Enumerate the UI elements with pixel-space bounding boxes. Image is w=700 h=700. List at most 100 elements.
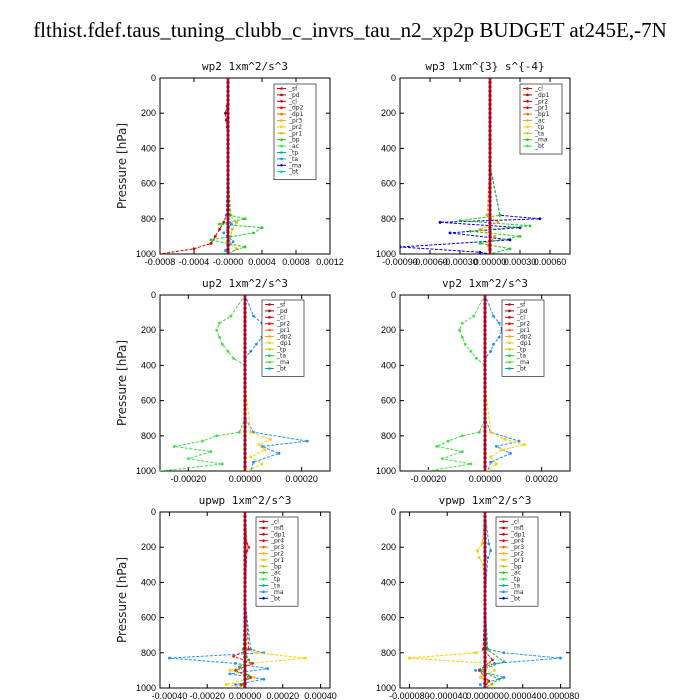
legend-marker bbox=[280, 164, 283, 167]
series-point bbox=[478, 676, 482, 679]
zero-profile-marker bbox=[483, 624, 487, 629]
zero-profile-marker bbox=[243, 451, 247, 455]
legend-label: _dp1 bbox=[288, 111, 304, 118]
zero-profile-marker bbox=[488, 111, 492, 115]
x-tick-label: 0.00020 bbox=[525, 474, 558, 484]
zero-profile-marker bbox=[243, 624, 247, 629]
series-point bbox=[489, 430, 493, 434]
legend-label: _mfl bbox=[510, 525, 524, 532]
legend: _sf_pd_cl_pr2_pr1_dp2_dp1_tp_ta_ma_bt bbox=[261, 299, 305, 377]
legend-marker bbox=[508, 367, 511, 370]
zero-profile-marker bbox=[243, 558, 247, 563]
zero-profile-marker bbox=[483, 324, 487, 328]
series-point bbox=[247, 545, 251, 549]
legend-label: _sf bbox=[276, 302, 286, 309]
legend-label: _tp bbox=[534, 124, 544, 131]
legend: _cl_mfl_dp1_pr4_pr3_pr2_pr1_bp_ac_tp_ta_… bbox=[495, 516, 539, 607]
series-point bbox=[518, 235, 522, 238]
zero-profile-marker bbox=[226, 116, 230, 120]
series-point bbox=[234, 669, 237, 672]
zero-profile-marker bbox=[243, 580, 247, 585]
legend-marker bbox=[502, 590, 505, 594]
legend-marker bbox=[508, 341, 511, 345]
zero-profile-marker bbox=[483, 589, 487, 593]
legend-label: _cl bbox=[534, 86, 543, 93]
zero-profile-marker bbox=[226, 199, 230, 203]
series-point bbox=[502, 676, 506, 679]
zero-profile-marker bbox=[243, 390, 247, 394]
zero-profile-marker bbox=[483, 642, 487, 646]
chart-title: wp3 1xm^{3} s^{-4} bbox=[425, 60, 544, 73]
series-point bbox=[247, 647, 251, 651]
legend-label: _bp bbox=[288, 137, 300, 144]
zero-profile-marker bbox=[483, 519, 487, 523]
legend-marker bbox=[508, 335, 511, 338]
series-point bbox=[304, 656, 307, 660]
zero-profile-marker bbox=[243, 425, 247, 429]
x-tick-label: 0.00060 bbox=[534, 257, 567, 267]
zero-profile-marker bbox=[243, 399, 247, 403]
zero-profile-marker bbox=[483, 297, 487, 301]
legend-label: _bt bbox=[270, 595, 281, 602]
legend-marker bbox=[508, 328, 511, 332]
legend-marker bbox=[508, 360, 511, 364]
series-point bbox=[249, 676, 253, 679]
series-point bbox=[438, 220, 442, 224]
legend-marker bbox=[268, 316, 271, 319]
zero-profile-marker bbox=[483, 646, 487, 651]
legend-marker bbox=[280, 93, 283, 97]
series-point bbox=[492, 342, 495, 346]
legend-label: _bt bbox=[510, 595, 521, 602]
series-point bbox=[458, 328, 461, 332]
series-point bbox=[498, 213, 502, 217]
series-line-dp2 bbox=[160, 295, 246, 471]
series-point bbox=[478, 250, 482, 254]
series-point bbox=[489, 455, 493, 459]
zero-profile-marker bbox=[488, 151, 492, 155]
series-point bbox=[222, 231, 226, 235]
legend-marker bbox=[502, 577, 505, 581]
series-point bbox=[477, 556, 481, 560]
zero-profile-marker bbox=[226, 248, 230, 252]
legend-marker bbox=[526, 100, 529, 103]
legend-label: _bt bbox=[534, 143, 545, 150]
y-tick-label: 200 bbox=[141, 325, 156, 335]
series-point bbox=[487, 542, 491, 546]
series-point bbox=[260, 226, 264, 230]
x-tick-label: 0.00020 bbox=[267, 691, 300, 700]
y-tick-label: 0 bbox=[151, 73, 156, 83]
series-point bbox=[497, 335, 501, 339]
zero-profile-marker bbox=[243, 447, 247, 451]
y-tick-label: 600 bbox=[381, 613, 396, 623]
legend-marker bbox=[262, 577, 265, 581]
series-point bbox=[224, 111, 227, 115]
legend-marker bbox=[280, 151, 283, 154]
zero-profile-marker bbox=[483, 532, 487, 536]
series-point bbox=[408, 656, 411, 660]
zero-profile-marker bbox=[226, 94, 230, 98]
series-line-tp bbox=[484, 295, 521, 471]
y-tick-label: 400 bbox=[381, 577, 396, 587]
zero-profile-marker bbox=[243, 519, 247, 523]
zero-profile-marker bbox=[483, 306, 487, 310]
zero-profile-marker bbox=[226, 230, 230, 234]
series-point bbox=[246, 469, 250, 471]
x-tick-label: -0.00060 bbox=[412, 257, 448, 267]
zero-profile-marker bbox=[483, 425, 487, 429]
zero-profile-marker bbox=[243, 528, 247, 532]
legend: _cl_mfl_dp1_pr4_pr3_pr2_pr1_bp_ac_tp_ta_… bbox=[255, 516, 299, 607]
zero-profile-marker bbox=[488, 94, 492, 98]
zero-profile-marker bbox=[483, 541, 487, 545]
legend-marker bbox=[280, 157, 283, 161]
zero-profile-marker bbox=[488, 234, 492, 238]
legend-marker bbox=[508, 309, 511, 313]
legend-marker bbox=[268, 354, 271, 358]
zero-profile-marker bbox=[488, 212, 492, 216]
zero-profile-marker bbox=[226, 89, 230, 93]
zero-profile-marker bbox=[483, 412, 487, 416]
legend-marker bbox=[262, 533, 265, 536]
zero-profile-marker bbox=[243, 297, 247, 301]
legend-marker bbox=[508, 303, 511, 306]
series-point bbox=[478, 683, 482, 686]
zero-profile-marker bbox=[483, 407, 487, 411]
